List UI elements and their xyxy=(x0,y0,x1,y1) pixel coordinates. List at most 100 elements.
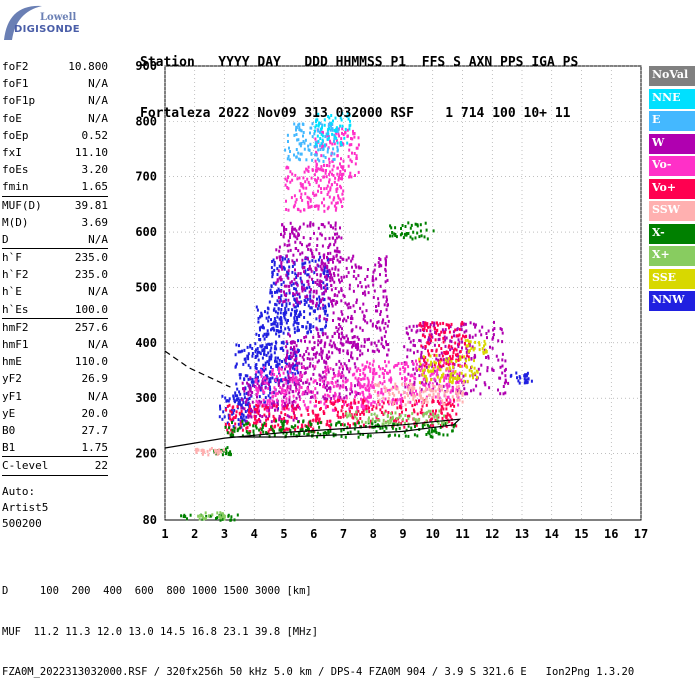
data-point xyxy=(330,397,333,400)
data-point xyxy=(463,342,466,345)
data-point xyxy=(425,365,428,369)
data-point xyxy=(382,295,385,299)
data-point xyxy=(391,231,394,234)
data-point xyxy=(257,370,260,374)
data-point xyxy=(456,394,459,398)
data-point xyxy=(501,331,504,335)
data-point xyxy=(263,352,266,356)
data-point xyxy=(299,310,302,314)
data-point xyxy=(457,381,460,384)
data-point xyxy=(284,312,287,316)
data-point xyxy=(428,432,431,436)
data-point xyxy=(379,426,382,430)
data-point xyxy=(306,224,309,228)
data-point xyxy=(382,412,385,416)
data-point xyxy=(275,404,278,408)
data-point xyxy=(299,144,302,148)
data-point xyxy=(405,419,408,423)
data-point xyxy=(409,391,412,395)
data-point xyxy=(345,319,348,323)
data-point xyxy=(366,268,369,271)
data-point xyxy=(296,318,299,321)
data-point xyxy=(398,422,401,426)
data-point xyxy=(293,194,296,198)
data-point xyxy=(331,302,333,306)
data-point xyxy=(263,413,266,417)
data-point xyxy=(384,409,387,413)
data-point xyxy=(484,342,487,346)
data-point xyxy=(297,138,300,142)
data-point xyxy=(360,266,363,270)
data-point xyxy=(216,511,219,515)
data-point xyxy=(467,355,470,359)
data-point xyxy=(381,382,384,386)
data-point xyxy=(370,402,373,406)
data-point xyxy=(449,362,452,366)
data-point xyxy=(355,410,358,414)
data-point xyxy=(335,201,338,205)
data-point xyxy=(242,413,245,417)
data-point xyxy=(323,204,326,208)
data-point xyxy=(448,413,451,417)
data-point xyxy=(398,426,401,430)
data-point xyxy=(348,407,351,411)
data-point xyxy=(337,348,340,352)
data-point xyxy=(266,399,269,403)
data-point xyxy=(232,416,235,420)
data-point xyxy=(318,159,321,163)
data-point xyxy=(306,357,309,360)
data-point xyxy=(382,401,385,405)
data-point xyxy=(456,352,459,356)
data-point xyxy=(268,414,271,418)
data-point xyxy=(295,229,298,233)
data-point xyxy=(325,384,328,388)
data-point xyxy=(389,419,392,423)
data-point xyxy=(525,373,528,377)
data-point xyxy=(198,517,201,521)
data-point xyxy=(444,344,447,348)
data-point xyxy=(398,416,401,419)
data-point xyxy=(464,339,467,343)
data-point xyxy=(283,299,286,303)
data-point xyxy=(418,339,421,342)
data-point xyxy=(407,388,410,392)
data-point xyxy=(438,401,440,405)
data-point xyxy=(326,393,329,397)
data-point xyxy=(436,375,439,379)
data-point xyxy=(371,324,374,328)
data-point xyxy=(427,370,430,374)
data-point xyxy=(299,371,302,374)
data-point xyxy=(350,351,353,355)
data-point xyxy=(444,374,447,378)
data-point xyxy=(292,340,295,344)
data-point xyxy=(280,233,282,236)
data-point xyxy=(357,421,360,425)
data-point xyxy=(319,407,321,411)
data-point xyxy=(267,430,270,434)
data-point xyxy=(425,329,428,333)
data-point xyxy=(338,278,340,282)
param-label: h`F2 xyxy=(2,268,29,282)
data-point xyxy=(335,206,338,210)
data-point xyxy=(267,417,269,421)
data-point xyxy=(401,382,404,386)
data-point xyxy=(358,383,360,387)
data-point xyxy=(340,337,343,341)
data-point xyxy=(280,325,282,329)
data-point xyxy=(285,228,288,231)
data-point xyxy=(364,293,367,297)
data-point xyxy=(448,330,451,334)
data-point xyxy=(273,328,276,332)
data-point xyxy=(474,340,477,344)
data-point xyxy=(275,324,278,328)
data-point xyxy=(327,296,330,300)
data-point xyxy=(239,424,242,428)
data-point xyxy=(320,154,323,158)
data-point xyxy=(335,423,337,427)
data-point xyxy=(390,412,393,416)
data-point xyxy=(317,420,320,424)
data-point xyxy=(268,404,271,407)
data-point xyxy=(310,176,313,180)
data-point xyxy=(337,370,340,374)
data-point xyxy=(351,336,354,340)
